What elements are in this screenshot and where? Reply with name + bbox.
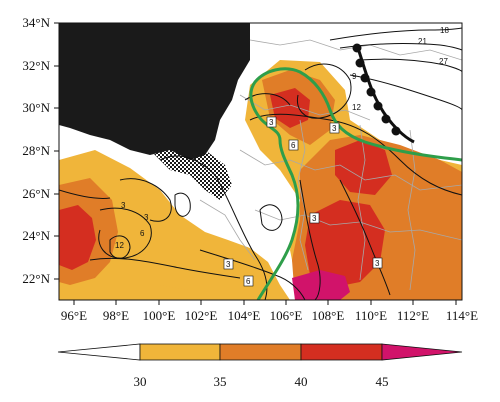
colorbar-segment — [219, 343, 302, 361]
lon-label: 114°E — [446, 308, 478, 323]
contour-label: 18 — [440, 26, 449, 35]
shade-40-45-southeast — [305, 200, 385, 288]
colorbar-label: 35 — [214, 374, 227, 389]
contour-label: 21 — [418, 37, 427, 46]
contour-label: 12 — [115, 241, 124, 250]
lon-label: 102°E — [185, 308, 218, 323]
contour-label: 3 — [332, 124, 337, 133]
lon-label: 108°E — [312, 308, 345, 323]
contour-value-labels: 18 21 27 9 12 3 6 3 3 6 12 3 3 3 — [115, 26, 449, 287]
contour-label: 3 — [226, 260, 231, 269]
contour-label: 9 — [352, 72, 357, 81]
colorbar-segment-low — [57, 343, 141, 361]
colorbar-label: 40 — [295, 374, 308, 389]
front-markers — [352, 43, 401, 136]
contour-label: 6 — [291, 141, 296, 150]
contour-label: 3 — [269, 118, 274, 127]
lat-label: 28°N — [22, 143, 50, 158]
lat-label: 30°N — [22, 100, 50, 115]
lon-label: 106°E — [270, 308, 303, 323]
latitude-labels: 22°N 24°N 26°N 28°N 30°N 32°N 34°N — [22, 15, 50, 286]
terrain-mask — [59, 23, 250, 160]
terrain-stipple — [150, 150, 232, 200]
lon-label: 96°E — [61, 308, 87, 323]
lon-label: 104°E — [228, 308, 261, 323]
colorbar-segment — [300, 343, 383, 361]
contour-label: 3 — [144, 213, 149, 222]
colorbar-label: 45 — [376, 374, 389, 389]
contour-label: 27 — [439, 57, 448, 66]
shade-30-35-mid — [150, 245, 230, 290]
lat-label: 22°N — [22, 271, 50, 286]
contour-label: 3 — [121, 201, 126, 210]
green-outline — [249, 67, 462, 300]
map-plot-area: 18 21 27 9 12 3 6 3 3 6 12 3 3 3 — [22, 15, 478, 323]
shading-layer: 18 21 27 9 12 3 6 3 3 6 12 3 3 3 — [59, 23, 462, 300]
shade-40-45-north — [270, 88, 310, 128]
contour-lines — [59, 27, 462, 300]
contour-label: 12 — [352, 103, 361, 112]
lat-label: 26°N — [22, 186, 50, 201]
shade-40-45-west — [59, 205, 96, 270]
contour-label: 3 — [312, 214, 317, 223]
plot-frame — [58, 22, 463, 301]
axis-ticks — [54, 22, 457, 305]
lat-label: 34°N — [22, 15, 50, 30]
contour-label: 6 — [140, 229, 145, 238]
shade-45-plus — [292, 270, 350, 300]
contour-label: 3 — [375, 259, 380, 268]
colorbar-segment — [139, 343, 221, 361]
lon-label: 112°E — [397, 308, 429, 323]
colorbar-segment-high — [381, 343, 463, 361]
colorbar: 30 35 40 45 — [57, 343, 463, 389]
longitude-labels: 96°E 98°E 100°E 102°E 104°E 106°E 108°E … — [61, 308, 478, 323]
lat-label: 24°N — [22, 228, 50, 243]
contour-label: 6 — [246, 277, 251, 286]
lat-label: 32°N — [22, 58, 50, 73]
colorbar-label: 30 — [134, 374, 147, 389]
lon-label: 100°E — [143, 308, 176, 323]
lon-label: 98°E — [103, 308, 129, 323]
lon-label: 110°E — [355, 308, 387, 323]
front-line — [355, 44, 415, 144]
